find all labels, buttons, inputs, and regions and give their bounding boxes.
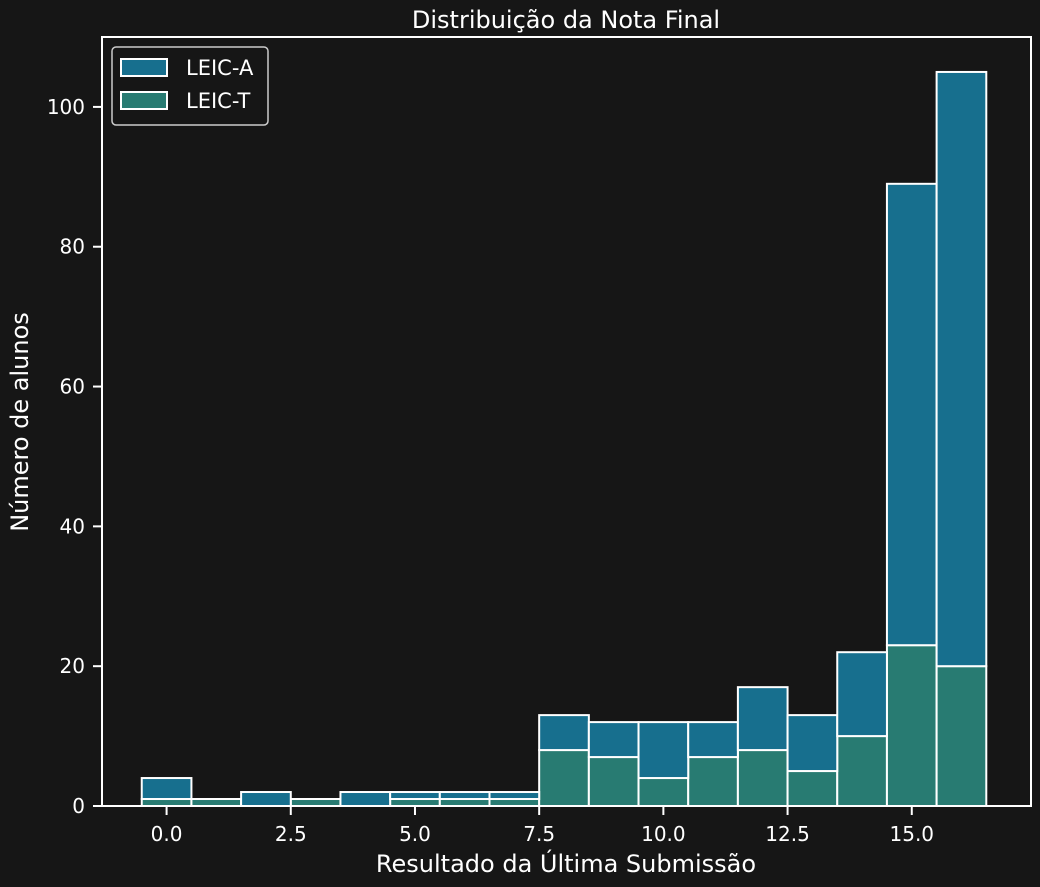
x-tick-label: 0.0: [151, 822, 183, 846]
x-tick-label: 5.0: [399, 822, 431, 846]
legend-label: LEIC-T: [186, 89, 250, 113]
legend: LEIC-A LEIC-T: [111, 46, 269, 126]
y-tick-label: 100: [47, 95, 85, 119]
y-axis-ticks: 0 20 40 60 80 100: [47, 95, 102, 818]
y-axis-label: Número de alunos: [6, 312, 34, 532]
bar-leic-t-3: [289, 798, 342, 808]
bar-leic-t-15: [885, 644, 938, 808]
bar-leic-t-11: [687, 756, 739, 808]
bar-leic-a-15: [885, 182, 938, 647]
bar-leic-t-9: [587, 756, 640, 808]
bar-leic-a-8: [538, 714, 590, 752]
bar-leic-t-5: [389, 798, 441, 808]
bar-leic-t-0: [140, 798, 193, 808]
x-tick-label: 2.5: [275, 822, 307, 846]
bar-leic-a-14: [836, 651, 888, 738]
bar-leic-t-10: [637, 777, 690, 808]
bar-leic-t-13: [786, 770, 839, 808]
bar-leic-t-1: [190, 798, 243, 808]
bar-leic-t-8: [538, 749, 590, 808]
bar-leic-t-12: [736, 749, 789, 808]
x-axis-ticks: 0.0 2.5 5.0 7.5 10.0 12.5 15.0: [151, 806, 934, 846]
plot-frame: [101, 36, 1032, 807]
bar-leic-t-6: [438, 798, 491, 808]
bar-leic-a-6: [438, 791, 491, 801]
legend-label: LEIC-A: [186, 56, 254, 80]
bar-leic-a-5: [389, 791, 441, 801]
y-tick-label: 0: [72, 794, 85, 818]
y-tick-label: 80: [60, 235, 85, 259]
x-axis-label: Resultado da Última Submissão: [376, 848, 756, 878]
x-tick-label: 12.5: [765, 822, 810, 846]
bar-leic-a-13: [786, 714, 839, 773]
bar-leic-a-7: [488, 791, 541, 801]
legend-swatch: [120, 91, 168, 110]
bar-leic-a-11: [687, 721, 739, 759]
bar-leic-a-0: [140, 777, 193, 801]
x-tick-label: 15.0: [890, 822, 935, 846]
x-tick-label: 7.5: [523, 822, 555, 846]
y-tick-label: 20: [60, 654, 85, 678]
y-tick-label: 60: [60, 375, 85, 399]
legend-swatch: [120, 58, 168, 77]
bars-group: [140, 70, 988, 808]
bar-leic-t-14: [836, 735, 888, 807]
bar-leic-a-9: [587, 721, 640, 759]
y-tick-label: 40: [60, 514, 85, 538]
bar-leic-t-16: [935, 665, 988, 807]
bar-leic-a-2: [240, 791, 292, 808]
bar-leic-a-4: [339, 791, 392, 808]
bar-leic-a-16: [935, 70, 988, 668]
x-tick-label: 10.0: [641, 822, 686, 846]
bar-leic-a-10: [637, 721, 690, 780]
bar-leic-a-12: [736, 686, 789, 752]
bar-leic-t-7: [488, 798, 541, 808]
chart-title: Distribuição da Nota Final: [412, 6, 720, 34]
